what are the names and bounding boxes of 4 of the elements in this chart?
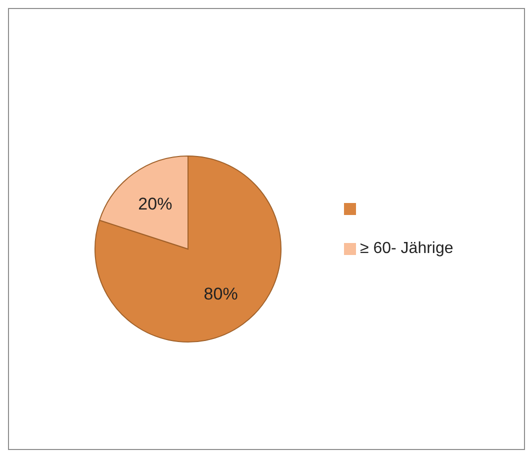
data-label: 20% [138,194,172,214]
data-label: 80% [204,284,238,304]
legend-label: ≥ 60- Jährige [360,240,454,257]
pie-slice [94,156,282,342]
